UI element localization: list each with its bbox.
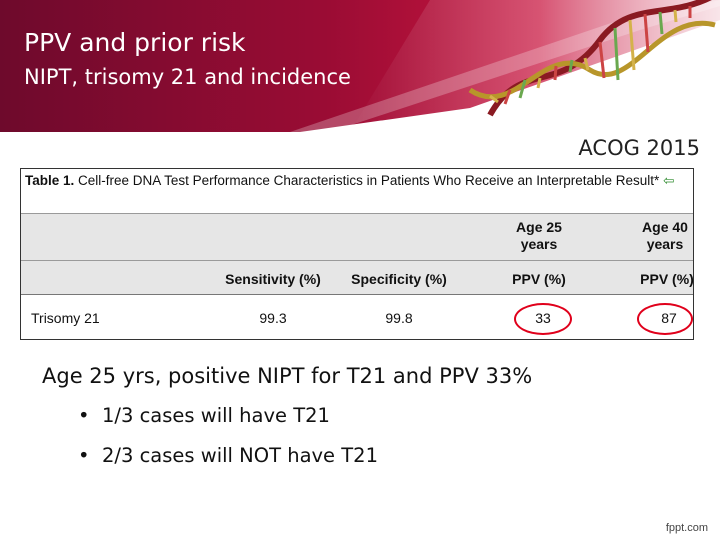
table-divider [21,294,693,295]
table-caption-text: Cell-free DNA Test Performance Character… [78,173,660,188]
banner-graphic [0,0,720,132]
bullet-item: • 1/3 cases will have T21 [78,404,330,427]
table-header-band-columns [21,260,693,295]
header-ppv-40: PPV (%) [640,271,694,287]
table-header-band-ages [21,213,693,261]
highlight-circle-ppv-40 [637,303,693,335]
table-caption: Table 1. Cell-free DNA Test Performance … [25,172,689,190]
footer-brand: fppt.com [665,522,708,534]
back-arrow-icon[interactable]: ⇦ [663,173,675,188]
bullet-item: • 2/3 cases will NOT have T21 [78,444,378,467]
dna-helix-icon [468,0,716,117]
header-age-25: Age 25 years [516,219,562,252]
cell-sensitivity: 99.3 [259,310,287,326]
cell-specificity: 99.8 [385,310,413,326]
table-caption-label: Table 1. [25,173,75,188]
performance-table: Table 1. Cell-free DNA Test Performance … [20,168,694,340]
row-label-trisomy-21: Trisomy 21 [31,310,100,326]
header-sensitivity: Sensitivity (%) [225,271,321,287]
bullet-dot-icon: • [78,404,90,427]
header-age-40: Age 40 years [642,219,688,252]
source-citation: ACOG 2015 [578,136,700,160]
main-statement: Age 25 yrs, positive NIPT for T21 and PP… [42,364,533,388]
bullet-text: 2/3 cases will NOT have T21 [102,444,378,467]
bullet-text: 1/3 cases will have T21 [102,404,330,427]
slide-subtitle: NIPT, trisomy 21 and incidence [24,65,351,89]
header-specificity: Specificity (%) [351,271,447,287]
slide-title: PPV and prior risk [24,28,246,57]
header-ppv-25: PPV (%) [512,271,566,287]
header-banner: PPV and prior risk NIPT, trisomy 21 and … [0,0,720,132]
bullet-dot-icon: • [78,444,90,467]
highlight-circle-ppv-25 [514,303,572,335]
